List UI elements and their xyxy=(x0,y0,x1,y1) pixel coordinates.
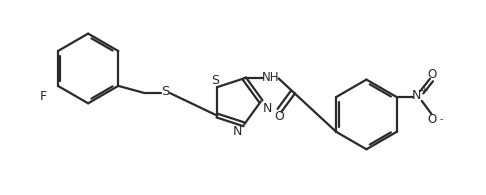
Text: O: O xyxy=(428,68,437,81)
Text: N: N xyxy=(263,102,272,115)
Text: S: S xyxy=(211,74,219,87)
Text: -: - xyxy=(439,115,443,124)
Text: S: S xyxy=(161,85,170,98)
Text: N: N xyxy=(412,89,422,102)
Text: O: O xyxy=(428,113,437,126)
Text: N: N xyxy=(233,125,242,138)
Text: F: F xyxy=(40,90,47,103)
Text: NH: NH xyxy=(261,71,279,84)
Text: O: O xyxy=(275,110,284,123)
Text: +: + xyxy=(420,86,428,95)
